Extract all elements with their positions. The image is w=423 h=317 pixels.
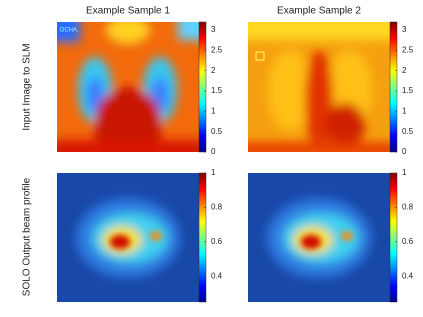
colorbar-tick-label: 2: [211, 66, 216, 75]
colorbar-tick-label: 0.8: [402, 203, 414, 212]
colorbar-tick-label: 0.4: [402, 271, 414, 280]
colorbar-tick-label: 0.8: [211, 203, 223, 212]
colorbar-tick-label: 0.5: [211, 127, 223, 136]
colorbar-tick-label: 2.5: [402, 46, 414, 55]
heatmap-image: DCHA.: [57, 22, 199, 152]
row-label: Input Image to SLM: [22, 43, 33, 130]
image-text: DCHA.: [60, 28, 79, 34]
heatmap-image: [248, 173, 390, 302]
colorbar: [389, 21, 398, 153]
colorbar-tick-label: 1: [402, 168, 407, 177]
colorbar-tick-label: 1.5: [402, 86, 414, 95]
heatmap-image: [248, 22, 390, 152]
colorbar-tick-label: 2: [402, 66, 407, 75]
colorbar-tick-label: 0.6: [211, 237, 223, 246]
colorbar-tick-label: 1: [211, 168, 216, 177]
colorbar-tick-label: 1.5: [211, 86, 223, 95]
row-label: SOLO Output beam profile: [22, 177, 33, 296]
colorbar-tick-label: 0.5: [402, 127, 414, 136]
colorbar: [389, 172, 398, 303]
column-title: Example Sample 2: [277, 6, 361, 17]
colorbar-tick-label: 2.5: [211, 46, 223, 55]
column-title: Example Sample 1: [86, 6, 170, 17]
colorbar-tick-label: 0: [211, 147, 216, 156]
colorbar: [198, 172, 207, 303]
colorbar-tick-label: 0: [402, 147, 407, 156]
colorbar-tick-label: 1: [211, 106, 216, 115]
colorbar-tick-label: 1: [402, 106, 407, 115]
colorbar-tick-label: 0.6: [402, 237, 414, 246]
colorbar-tick-label: 0.4: [211, 271, 223, 280]
colorbar-tick-label: 3: [211, 25, 216, 34]
heatmap-image: [57, 173, 199, 302]
colorbar: [198, 21, 207, 153]
colorbar-tick-label: 3: [402, 25, 407, 34]
